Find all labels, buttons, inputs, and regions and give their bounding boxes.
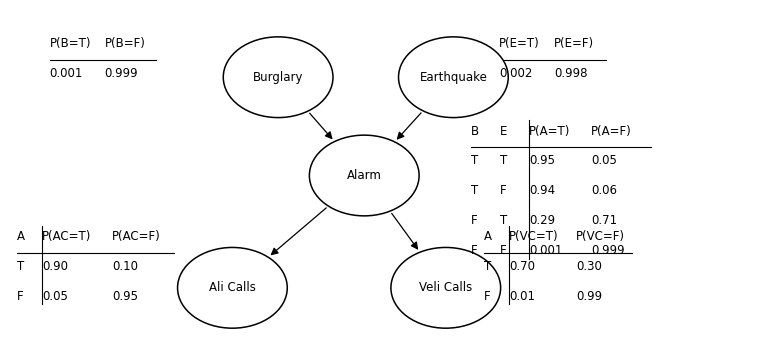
Text: T: T [484,260,491,273]
Text: 0.30: 0.30 [576,260,602,273]
Text: B: B [471,125,479,138]
Text: 0.70: 0.70 [509,260,535,273]
Text: T: T [471,184,479,197]
Text: 0.94: 0.94 [529,184,555,197]
Text: 0.999: 0.999 [104,67,138,80]
Text: 0.05: 0.05 [591,154,617,167]
Text: 0.001: 0.001 [50,67,83,80]
Text: 0.998: 0.998 [554,67,588,80]
Text: P(B=T): P(B=T) [50,37,91,50]
Text: T: T [471,154,479,167]
Text: Alarm: Alarm [347,169,382,182]
Text: A: A [17,230,24,243]
Text: T: T [500,214,507,227]
Text: F: F [471,214,478,227]
Text: 0.10: 0.10 [112,260,138,273]
Text: 0.95: 0.95 [112,290,138,303]
Text: E: E [500,125,507,138]
Ellipse shape [399,37,508,118]
Text: P(A=F): P(A=F) [591,125,632,138]
Text: 0.95: 0.95 [529,154,555,167]
Ellipse shape [309,135,419,216]
Ellipse shape [391,247,501,328]
Text: 0.06: 0.06 [591,184,617,197]
Ellipse shape [223,37,333,118]
Text: 0.05: 0.05 [42,290,68,303]
Text: 0.001: 0.001 [529,244,562,257]
Text: T: T [500,154,507,167]
Text: P(VC=T): P(VC=T) [509,230,559,243]
Text: F: F [471,244,478,257]
Text: 0.999: 0.999 [591,244,625,257]
Text: A: A [484,230,491,243]
Text: P(AC=F): P(AC=F) [112,230,161,243]
Text: Burglary: Burglary [253,71,303,84]
Text: P(A=T): P(A=T) [529,125,570,138]
Text: F: F [500,184,507,197]
Text: 0.01: 0.01 [509,290,535,303]
Text: 0.90: 0.90 [42,260,68,273]
Text: T: T [17,260,24,273]
Text: P(AC=T): P(AC=T) [42,230,91,243]
Text: 0.29: 0.29 [529,214,555,227]
Text: F: F [484,290,491,303]
Text: F: F [500,244,507,257]
Text: Veli Calls: Veli Calls [419,281,472,294]
Text: 0.99: 0.99 [576,290,602,303]
Text: P(E=F): P(E=F) [554,37,594,50]
Text: Earthquake: Earthquake [419,71,488,84]
Text: F: F [17,290,24,303]
Ellipse shape [178,247,287,328]
Text: P(VC=F): P(VC=F) [576,230,625,243]
Text: P(B=F): P(B=F) [104,37,146,50]
Text: 0.002: 0.002 [499,67,533,80]
Text: P(E=T): P(E=T) [499,37,539,50]
Text: 0.71: 0.71 [591,214,617,227]
Text: Ali Calls: Ali Calls [209,281,256,294]
